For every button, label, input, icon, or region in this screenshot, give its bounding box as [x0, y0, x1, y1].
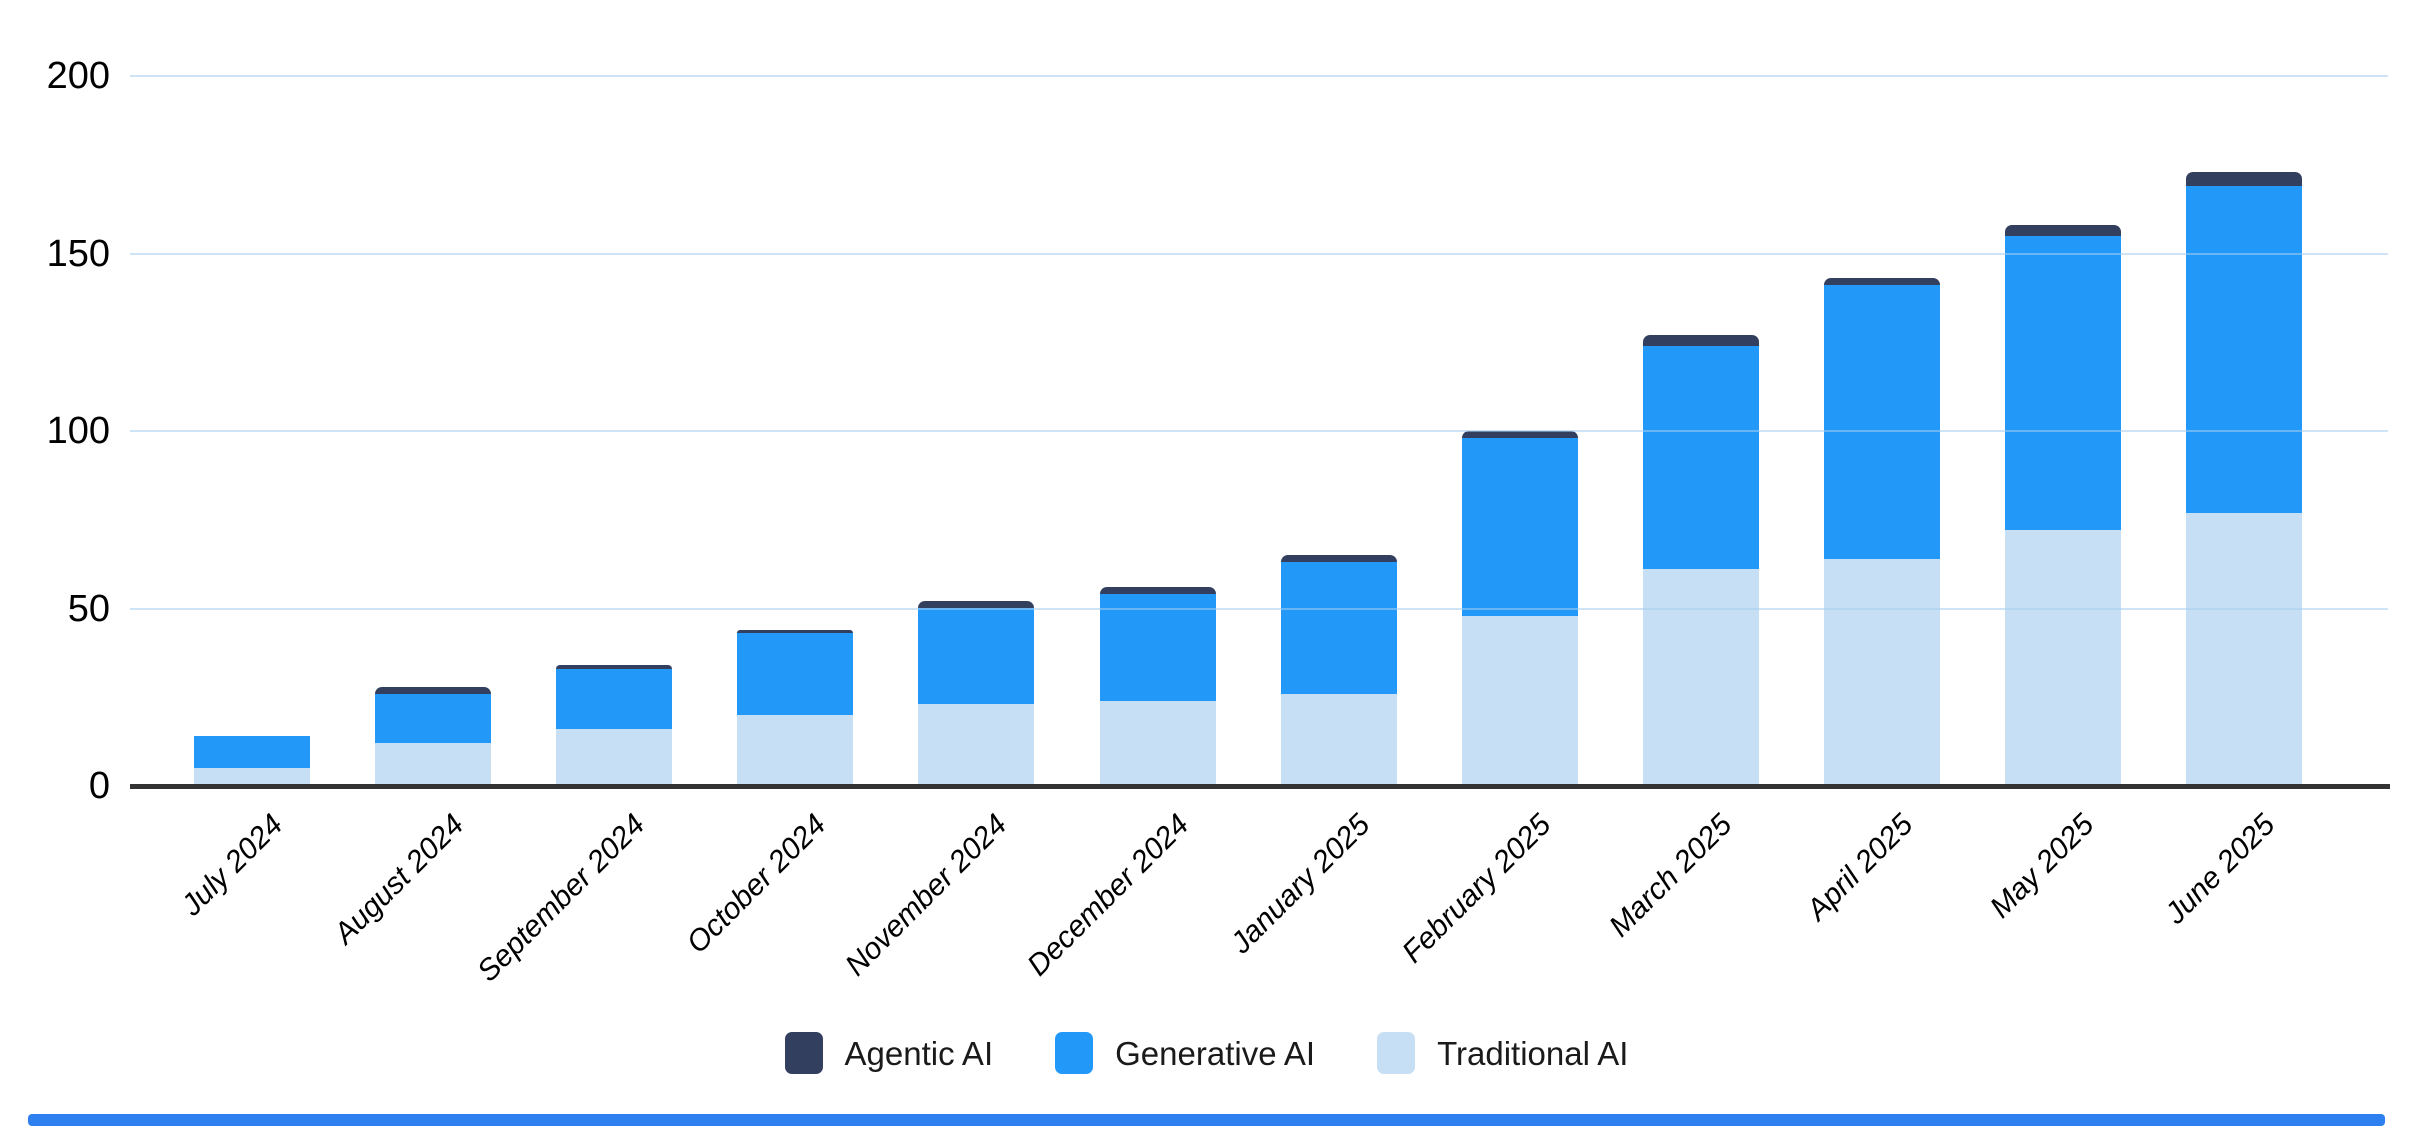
chart-legend: Agentic AI Generative AI Traditional AI [0, 1032, 2413, 1074]
bar-segment-generative-ai [1461, 438, 1578, 616]
bar-segment-generative-ai [918, 608, 1035, 705]
bar-february-2025 [1461, 431, 1578, 786]
bar-segment-traditional-ai [2005, 530, 2121, 786]
bar-segment-generative-ai [556, 668, 673, 730]
bar-segment-generative-ai [1823, 285, 1940, 559]
legend-item-traditional-ai: Traditional AI [1377, 1032, 1628, 1074]
bar-segment-generative-ai [1099, 594, 1216, 701]
gridline-y-150 [130, 252, 2388, 255]
bar-segment-generative-ai [1642, 345, 1759, 570]
bar-segment-traditional-ai [737, 714, 854, 786]
bar-segment-traditional-ai [194, 768, 310, 786]
legend-item-generative-ai: Generative AI [1055, 1032, 1315, 1074]
legend-label: Traditional AI [1437, 1034, 1629, 1072]
bar-segment-agentic-ai [737, 629, 854, 634]
bar-june-2025 [2186, 171, 2303, 786]
legend-swatch-icon [784, 1032, 823, 1074]
bar-segment-agentic-ai [1461, 431, 1578, 439]
y-axis-tick-label-0: 0 [88, 765, 110, 807]
bar-segment-agentic-ai [2005, 225, 2121, 236]
bar-segment-generative-ai [2186, 186, 2303, 513]
y-axis-tick-label-150: 150 [46, 232, 110, 275]
bar-segment-traditional-ai [375, 743, 492, 786]
x-axis-line [130, 784, 2390, 789]
bar-segment-generative-ai [737, 633, 854, 715]
legend-swatch-icon [1377, 1032, 1416, 1074]
y-axis-tick-label-50: 50 [67, 587, 110, 630]
bar-segment-agentic-ai [556, 665, 673, 669]
gridline-y-50 [130, 607, 2388, 610]
legend-item-agentic-ai: Agentic AI [784, 1032, 994, 1074]
bar-december-2024 [1099, 587, 1216, 786]
bar-segment-traditional-ai [918, 704, 1035, 786]
bar-july-2024 [194, 736, 310, 786]
bar-segment-traditional-ai [2186, 512, 2303, 786]
bar-segment-traditional-ai [1823, 558, 1940, 786]
bar-segment-traditional-ai [1280, 693, 1397, 786]
bar-segment-traditional-ai [1099, 700, 1216, 786]
bar-segment-agentic-ai [1099, 587, 1216, 595]
bar-march-2025 [1642, 335, 1759, 786]
legend-label: Agentic AI [844, 1034, 994, 1072]
bar-segment-generative-ai [1280, 562, 1397, 694]
bar-segment-agentic-ai [918, 601, 1035, 609]
gridline-y-100 [130, 430, 2388, 432]
bar-january-2025 [1280, 555, 1397, 786]
bar-may-2025 [2005, 225, 2121, 786]
bar-october-2024 [737, 629, 854, 786]
y-axis-tick-label-200: 200 [46, 55, 110, 97]
bar-august-2024 [375, 686, 492, 786]
bar-segment-agentic-ai [1823, 278, 1940, 286]
bar-november-2024 [918, 601, 1035, 786]
bar-segment-traditional-ai [1642, 569, 1759, 786]
bar-segment-agentic-ai [375, 686, 492, 694]
bar-segment-generative-ai [194, 736, 310, 769]
y-axis-tick-label-100: 100 [46, 410, 110, 452]
bottom-accent-bar [28, 1114, 2385, 1126]
bar-segment-agentic-ai [1280, 555, 1397, 563]
bar-segment-generative-ai [375, 693, 492, 744]
bar-segment-traditional-ai [1461, 615, 1578, 786]
bar-segment-agentic-ai [2186, 171, 2303, 187]
bar-segment-agentic-ai [1642, 335, 1759, 346]
legend-swatch-icon [1055, 1032, 1094, 1074]
legend-label: Generative AI [1115, 1034, 1316, 1072]
bar-segment-traditional-ai [556, 729, 673, 786]
bar-september-2024 [556, 665, 673, 786]
bar-segment-generative-ai [2005, 235, 2121, 531]
bar-april-2025 [1823, 278, 1940, 786]
gridline-y-200 [130, 75, 2388, 77]
